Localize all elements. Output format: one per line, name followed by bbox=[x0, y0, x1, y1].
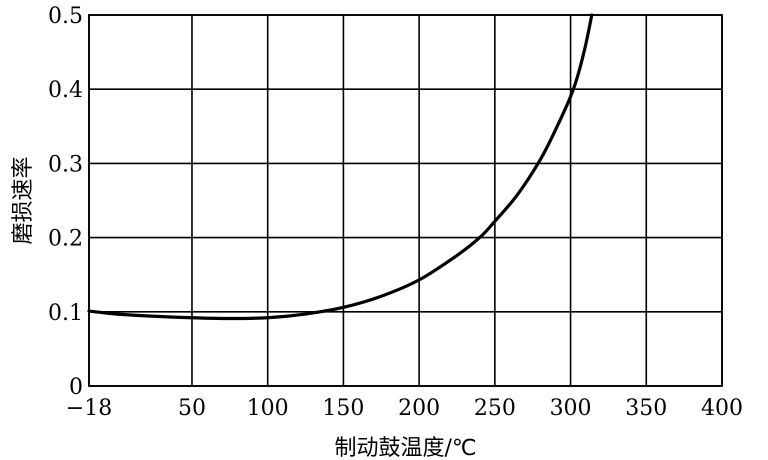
plot-frame bbox=[88, 14, 723, 387]
y-tick-label: 0.5 bbox=[48, 4, 83, 29]
vertical-gridlines bbox=[88, 15, 723, 386]
x-axis-label: 制动鼓温度/℃ bbox=[334, 436, 476, 460]
series-line bbox=[87, 13, 594, 321]
x-tick-label: 150 bbox=[322, 396, 364, 421]
x-tick-label: 350 bbox=[625, 396, 667, 421]
x-tick-labels: −18 50 100 150 200 250 300 350 400 bbox=[66, 396, 743, 421]
x-tick-label: 50 bbox=[178, 396, 206, 421]
y-tick-label: 0.2 bbox=[48, 227, 83, 252]
y-tick-label: 0.4 bbox=[48, 78, 83, 103]
x-tick-label: 300 bbox=[550, 396, 592, 421]
y-tick-label: 0.3 bbox=[48, 152, 83, 177]
y-tick-label: 0.1 bbox=[48, 301, 83, 326]
x-tick-label: 250 bbox=[474, 396, 516, 421]
horizontal-gridlines bbox=[89, 14, 722, 387]
y-tick-label: 0 bbox=[69, 375, 83, 400]
x-tick-label: −18 bbox=[66, 396, 112, 421]
x-tick-label: 200 bbox=[398, 396, 440, 421]
x-tick-label: 400 bbox=[701, 396, 743, 421]
y-tick-labels: 0 0.1 0.2 0.3 0.4 0.5 bbox=[48, 4, 83, 400]
x-tick-label: 100 bbox=[247, 396, 289, 421]
y-axis-label: 磨损速率 bbox=[11, 156, 36, 244]
